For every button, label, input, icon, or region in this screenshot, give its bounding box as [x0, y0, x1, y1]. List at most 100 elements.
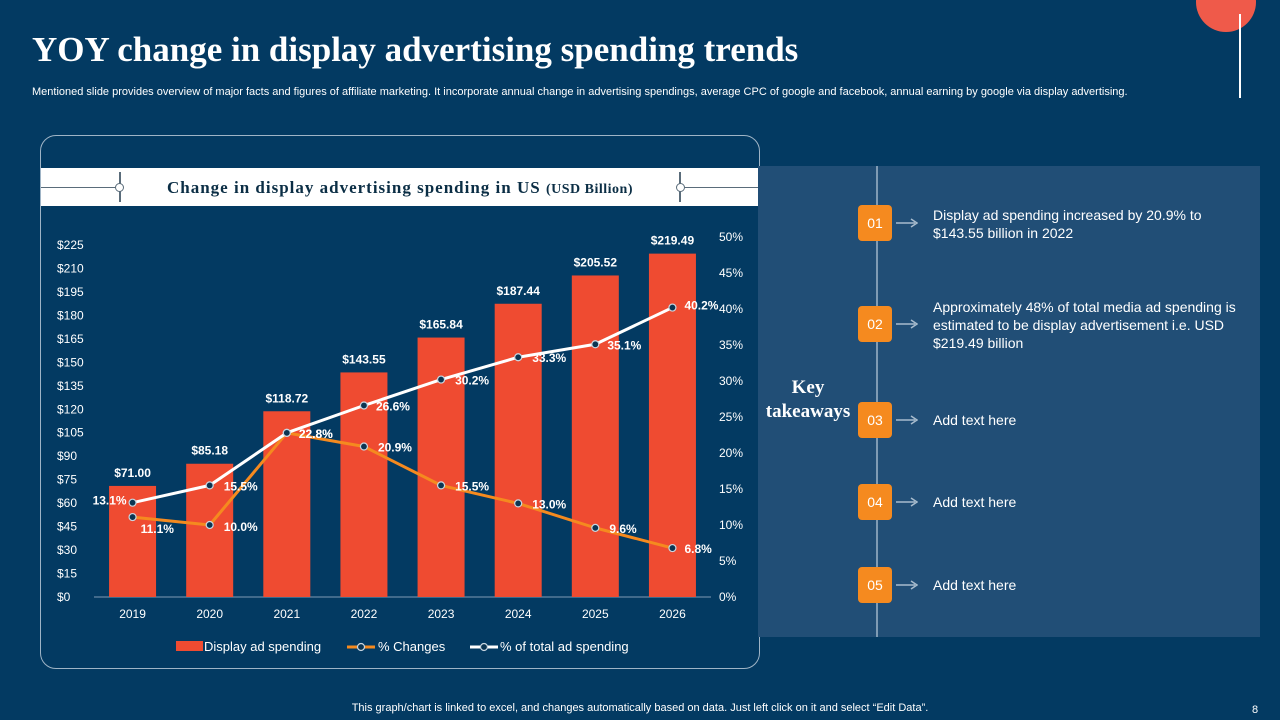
takeaways-label: Key takeaways [765, 377, 851, 422]
y-left-tick-label: $120 [57, 402, 84, 416]
bar-data-label: $143.55 [342, 352, 386, 366]
line-data-label: 13.0% [532, 497, 566, 511]
takeaway-text: Add text here [933, 412, 1017, 428]
y-right-tick-label: 20% [719, 446, 743, 460]
y-left-tick-label: $30 [57, 543, 77, 557]
decorative-line [1239, 14, 1241, 98]
chart-panel[interactable]: Change in display advertising spending i… [40, 135, 760, 669]
line-data-label: 15.5% [224, 479, 258, 493]
line-point [128, 498, 137, 507]
series-line [132, 306, 674, 505]
series-line [132, 431, 673, 550]
takeaway-text: Display ad spending increased by 20.9% t… [933, 207, 1202, 241]
slide-subtitle: Mentioned slide provides overview of maj… [32, 86, 1128, 98]
y-left-tick-label: $165 [57, 332, 84, 346]
page-number: 8 [1252, 704, 1259, 716]
y-left-tick-label: $45 [57, 520, 77, 534]
takeaway-badge: 02 [858, 306, 892, 342]
line-data-label: 15.5% [455, 479, 489, 493]
legend-label: % Changes [378, 639, 446, 654]
y-right-tick-label: 10% [719, 518, 743, 532]
decorative-circle [1196, 0, 1256, 32]
line-point [359, 401, 369, 410]
line-point [514, 353, 523, 362]
y-left-tick-label: $15 [57, 567, 77, 581]
line-point [128, 512, 137, 522]
takeaway-text: Add text here [933, 577, 1017, 593]
legend-label: Display ad spending [204, 639, 321, 654]
line-point [591, 340, 600, 349]
line-data-label: 20.9% [378, 441, 412, 455]
chart-title-unit: (USD Billion) [545, 182, 633, 197]
takeaways-timeline [876, 166, 878, 637]
y-right-tick-label: 50% [719, 230, 743, 244]
line-data-label: 30.2% [455, 374, 489, 388]
y-right-tick-label: 15% [719, 482, 743, 496]
y-right-tick-label: 45% [719, 266, 743, 280]
y-right-tick-label: 40% [719, 302, 743, 316]
y-left-tick-label: $75 [57, 473, 77, 487]
y-right-tick-label: 5% [719, 554, 737, 568]
chart-header: Change in display advertising spending i… [41, 168, 759, 206]
arrow-right-icon [896, 218, 918, 228]
footer-note: This graph/chart is linked to excel, and… [351, 702, 929, 714]
x-tick-label: 2022 [351, 607, 378, 621]
arrow-right-icon [896, 319, 918, 329]
line-point [205, 520, 214, 530]
y-left-tick-label: $210 [57, 261, 84, 275]
takeaway-badge: 03 [858, 402, 892, 438]
chart-title-main: Change in display advertising spending i… [167, 178, 541, 197]
arrow-right-icon [896, 580, 918, 590]
bar-data-label: $85.18 [191, 444, 228, 458]
legend-swatch-marker [479, 642, 489, 652]
line-point [668, 543, 677, 553]
line-point [514, 499, 523, 508]
line-data-label: 22.8% [299, 427, 333, 441]
line-point [205, 481, 214, 490]
y-right-tick-label: 35% [719, 338, 743, 352]
bar [571, 275, 619, 597]
y-left-tick-label: $105 [57, 426, 84, 440]
line-point [282, 428, 291, 437]
bar-data-label: $187.44 [496, 284, 540, 298]
x-tick-label: 2024 [505, 607, 532, 621]
x-tick-label: 2026 [659, 607, 686, 621]
bar-data-label: $205.52 [574, 255, 618, 269]
line-data-label: 35.1% [607, 338, 641, 352]
legend-swatch-marker [356, 642, 366, 652]
line-point [436, 481, 446, 490]
bar-data-label: $219.49 [651, 234, 695, 248]
y-left-tick-label: $180 [57, 308, 84, 322]
takeaway-badge: 04 [858, 484, 892, 520]
line-data-label: 22.8% [299, 427, 333, 441]
y-left-tick-label: $135 [57, 379, 84, 393]
x-tick-label: 2020 [196, 607, 223, 621]
line-data-label: 26.6% [376, 399, 410, 413]
line-data-label: 40.2% [684, 299, 718, 313]
y-right-tick-label: 30% [719, 374, 743, 388]
legend-swatch-bar [176, 641, 203, 651]
chart-title: Change in display advertising spending i… [41, 178, 759, 198]
line-point [436, 375, 446, 384]
takeaway-badge: 05 [858, 567, 892, 603]
y-right-tick-label: 25% [719, 410, 743, 424]
combo-chart[interactable]: $0 $15 $30 $45 $60 $75 $90 $105 $120 $135 $150 $165… [41, 136, 759, 668]
line-data-label: 13.1% [93, 494, 127, 508]
x-tick-label: 2021 [273, 607, 300, 621]
takeaway-text: Add text here [933, 494, 1017, 510]
line-point [359, 442, 369, 451]
x-tick-label: 2023 [428, 607, 455, 621]
line-point [668, 303, 677, 312]
takeaways-panel [758, 166, 1260, 637]
takeaway-badge: 01 [858, 205, 892, 241]
y-right-tick-label: 0% [719, 590, 737, 604]
y-left-tick-label: $225 [57, 238, 84, 252]
line-data-label: 6.8% [684, 542, 712, 556]
line-data-label: 11.1% [141, 522, 175, 536]
takeaway-text: Approximately 48% of total media ad spen… [933, 299, 1236, 351]
y-left-tick-label: $60 [57, 496, 77, 510]
x-tick-label: 2025 [582, 607, 609, 621]
bar [494, 303, 542, 597]
line-data-label: 33.3% [532, 351, 566, 365]
y-left-tick-label: $0 [57, 590, 71, 604]
